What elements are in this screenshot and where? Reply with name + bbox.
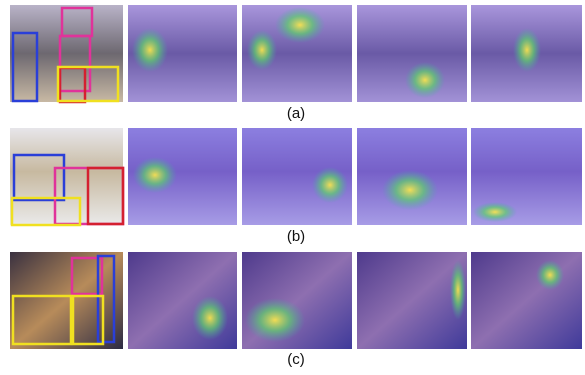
row-b: (b) [10,128,582,245]
row-c: (c) [10,252,582,368]
caption: (b) [287,228,305,245]
heatmap [312,167,348,203]
heatmap [473,202,517,222]
heatmap [275,7,325,43]
heatmap [382,170,438,210]
figure: (a) (b) (c) [0,0,585,375]
heatmap [245,298,305,342]
heatmap [132,28,168,72]
heatmap [247,30,277,70]
image [10,5,123,102]
image [10,128,123,225]
image [10,252,123,349]
heatmap [536,260,564,290]
heatmap [405,62,445,98]
page: (a) (b) (c) (() => { const data = J [0,0,585,375]
heatmap [192,296,228,340]
heatmap [133,157,177,193]
row-a: (a) [10,5,582,122]
image [471,252,582,349]
image [357,252,467,349]
caption: (c) [287,351,305,368]
caption: (a) [287,105,305,122]
heatmap [513,28,541,72]
heatmap [450,260,466,320]
